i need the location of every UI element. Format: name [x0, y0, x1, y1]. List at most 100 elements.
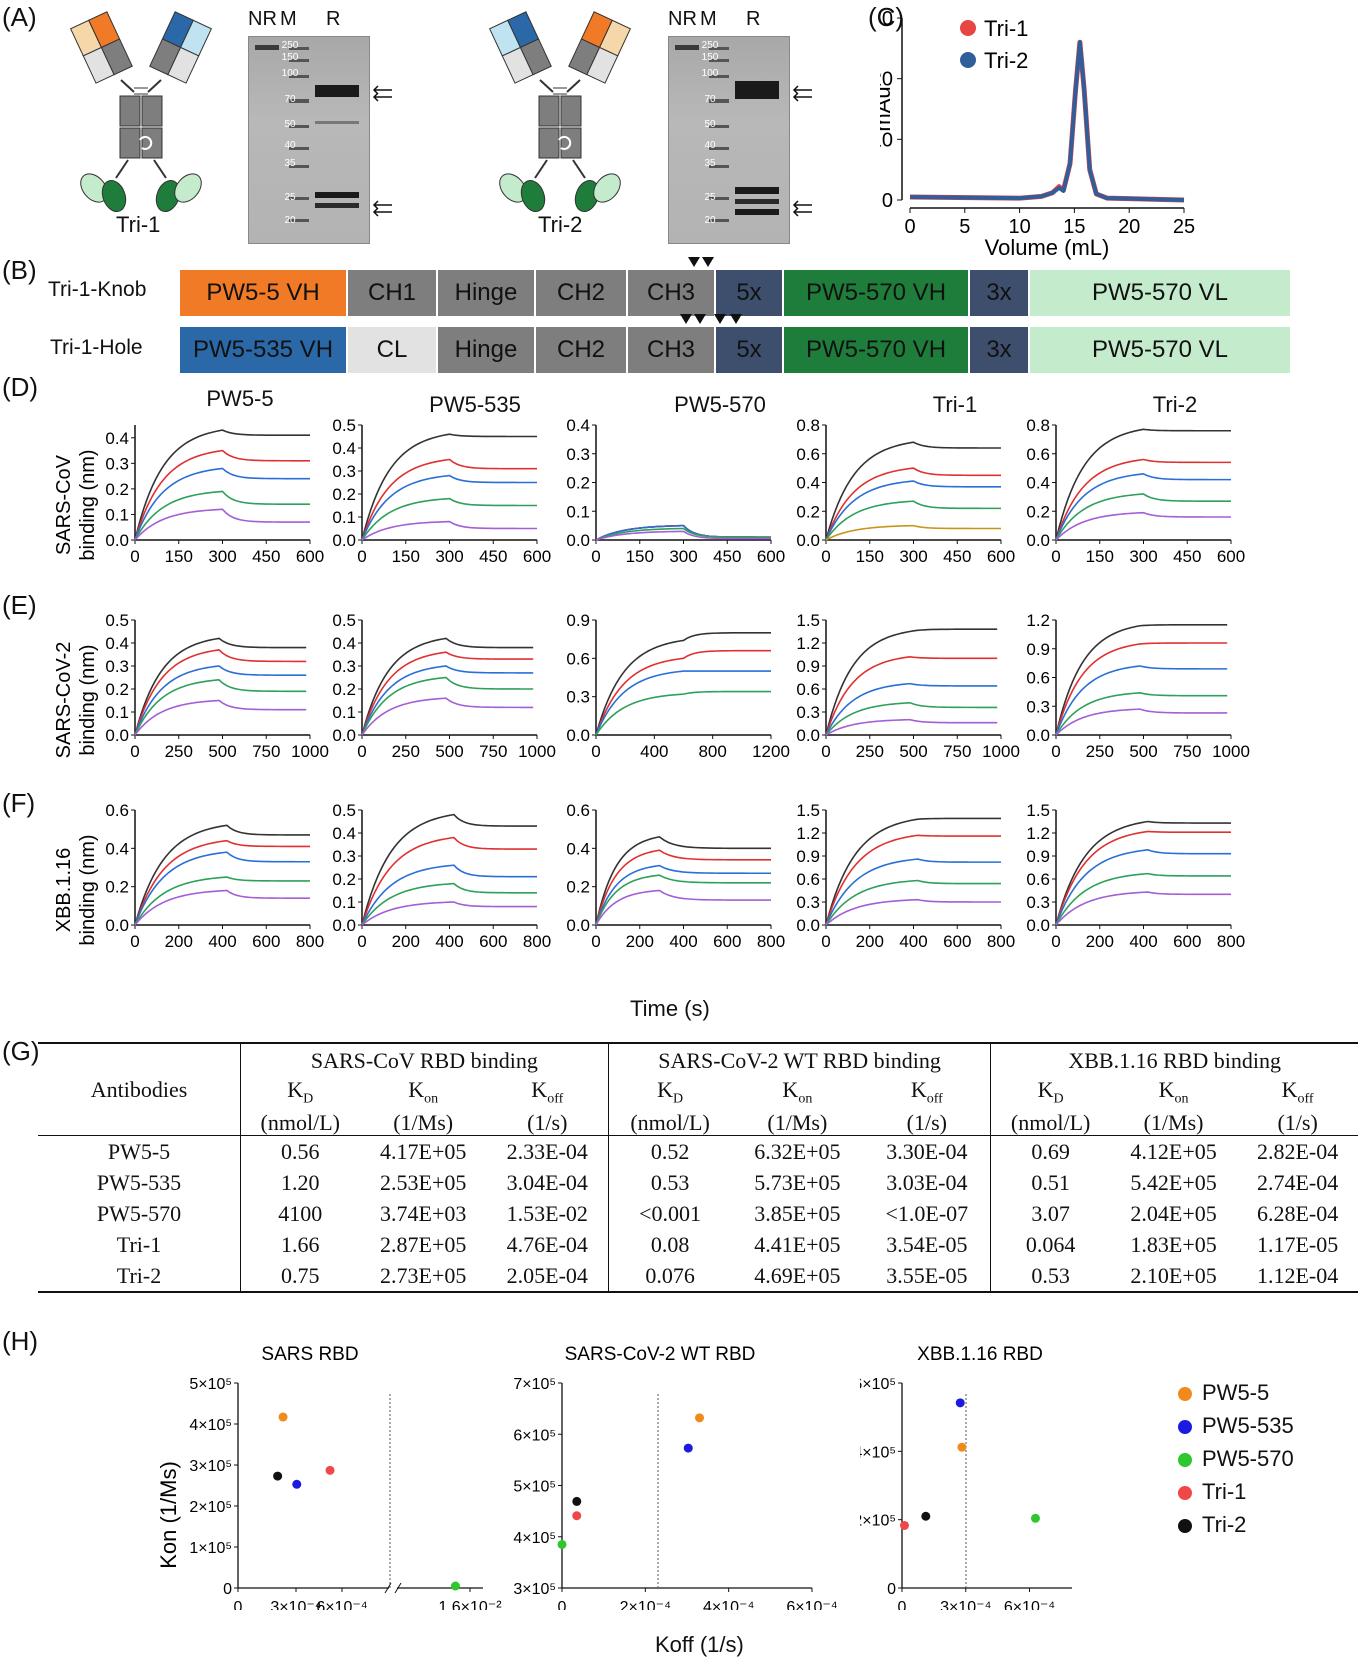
kinetic-value: 1.83E+05	[1130, 1231, 1217, 1257]
kinetic-value: 0.51	[1031, 1169, 1070, 1195]
bli-trace-4	[1055, 493, 1232, 541]
x-tick-label: 400	[435, 932, 463, 951]
legend-label: Tri-2	[984, 48, 1028, 73]
ladder-label: 50	[704, 119, 716, 130]
row-e-ylabel-1: SARS-CoV-2	[53, 642, 75, 759]
legend-dot	[1178, 1453, 1192, 1468]
kinetic-value: 0.53	[1031, 1262, 1070, 1288]
y-tick-label: 0.9	[1026, 640, 1050, 659]
x-tick-label: 0	[591, 932, 600, 951]
x-tick-label: 3×10⁻⁴	[940, 1599, 991, 1610]
bli-trace-1	[134, 824, 311, 926]
y-tick-label: 0.2	[332, 870, 356, 889]
domain-3x: 3x	[970, 327, 1030, 373]
kinetic-value: 2.87E+05	[380, 1231, 467, 1257]
legend-dot	[1178, 1420, 1192, 1435]
series-line-tri-1	[909, 39, 1185, 203]
y-tick-label: 0.3	[796, 893, 820, 912]
bli-chart-f-4: 0 200 400 600 800 0.0 0.3 0.6 0.9 1.2 1.5	[796, 801, 1015, 951]
kinetics-table: Antibodies SARS-CoV RBD binding SARS-CoV…	[38, 1042, 1358, 1293]
bli-trace-3	[825, 480, 1002, 541]
ladder-label: 100	[701, 68, 719, 79]
point-pw5-535	[292, 1479, 302, 1489]
kinetic-value: 1.53E-02	[486, 1198, 609, 1230]
x-tick-label: 0	[821, 547, 830, 566]
panel-label-g: (G)	[2, 1036, 40, 1066]
kinetic-value: 1.17E-05	[1256, 1231, 1339, 1257]
x-tick-label: 0	[357, 932, 366, 951]
ladder-label: 20	[284, 215, 296, 226]
x-tick-label: 0	[130, 932, 139, 951]
row-d-ylabel-1: SARS-CoV	[53, 454, 75, 555]
bli-trace-2	[595, 849, 772, 926]
bli-trace-4	[361, 497, 538, 541]
kinetic-value: 0.52	[650, 1138, 690, 1164]
bli-trace-4	[595, 527, 772, 541]
y-tick-label: 0.3	[332, 847, 356, 866]
y-tick-label: 0	[887, 1581, 896, 1598]
bli-trace-2	[825, 655, 998, 736]
x-tick-label: 15	[1063, 216, 1085, 238]
y-tick-label: 0.2	[105, 480, 129, 499]
x-tick-label: 300	[669, 547, 697, 566]
bli-trace-4	[361, 676, 534, 736]
x-tick-label: 800	[296, 932, 324, 951]
domain-pw5-570-vl: PW5-570 VL	[1030, 270, 1292, 316]
group-header-xbb: XBB.1.16 RBD binding	[1068, 1048, 1282, 1073]
bli-trace-4	[361, 882, 538, 926]
ladder-label: 250	[281, 40, 299, 51]
legend-item: PW5-535	[1178, 1413, 1294, 1439]
bli-trace-1	[361, 813, 538, 926]
kinetic-value: 1.66	[281, 1231, 320, 1257]
kon-koff-xbb: XBB.1.16 RBD 0 2×10⁵ 4×10⁵ 6×10⁵ 0 3×10⁻⁴ 6×10⁻…	[860, 1344, 1072, 1610]
bli-trace-1	[825, 628, 998, 736]
sub-header: Koff (1/s)	[863, 1078, 992, 1136]
y-tick-label: 3×10⁵	[189, 1458, 232, 1475]
panel-label-h: (H)	[2, 1326, 39, 1356]
x-tick-label: 600	[757, 547, 785, 566]
point-pw5-5	[278, 1412, 288, 1422]
x-tick-label: 150	[1086, 547, 1114, 566]
ladder-label: 35	[284, 158, 296, 169]
tri-1-schematic	[69, 11, 213, 212]
x-tick-label: 1200	[752, 742, 790, 761]
y-tick-label: 0.0	[332, 726, 356, 745]
ladder-label: 20	[704, 215, 716, 226]
y-tick-label: 0.0	[566, 726, 590, 745]
bli-trace-2	[1055, 642, 1228, 736]
point-tri-1	[899, 1520, 909, 1530]
bli-chart-f-1: 0 200 400 600 800 0.0 0.2 0.4 0.6	[105, 801, 324, 951]
kinetic-value: 4.41E+05	[754, 1231, 841, 1257]
kinetic-value: 3.85E+05	[754, 1200, 841, 1226]
domain-cl: CL	[348, 327, 438, 373]
y-tick-label: 0.2	[105, 878, 129, 897]
x-tick-label: 250	[165, 742, 193, 761]
x-tick-label: 450	[713, 547, 741, 566]
x-tick-label: 1000	[291, 742, 329, 761]
point-tri-1	[325, 1465, 335, 1475]
bli-trace-4	[825, 701, 998, 736]
bli-chart-f-2: 0 200 400 600 800 0.0 0.1 0.2 0.3 0.4 0.5	[332, 801, 551, 951]
sub-header: Koff (1/s)	[1277, 1077, 1318, 1136]
domain-pw5-535-vh: PW5-535 VH	[180, 327, 348, 373]
bli-title-4: Tri-1	[932, 392, 978, 417]
panel-label-d: (D)	[2, 372, 39, 402]
y-tick-label: 0.8	[1026, 416, 1050, 435]
table-row: PW5-570 4100 3.74E+03 1.53E-02 <0.001 3.85E+0…	[38, 1198, 1358, 1230]
x-tick-label: 150	[856, 547, 884, 566]
y-tick-label: 0	[882, 190, 893, 212]
y-tick-label: 0.5	[105, 611, 129, 630]
x-tick-label: 0	[130, 547, 139, 566]
kinetic-value: 3.04E-04	[486, 1167, 609, 1199]
bli-chart-d-3: 0 150 300 450 600 0.0 0.1 0.2 0.3 0.4	[566, 416, 785, 566]
y-tick-label: 0.4	[105, 634, 129, 653]
y-tick-label: 0.4	[796, 474, 820, 493]
legend-item: PW5-570	[1178, 1446, 1294, 1472]
kinetic-value: <1.0E-07	[863, 1198, 992, 1230]
domain-ch3: CH3	[628, 327, 716, 373]
kinetic-value: 0.53	[650, 1169, 690, 1195]
x-tick-label: 600	[943, 932, 971, 951]
hole-mutation-markers	[680, 314, 742, 324]
bli-chart-e-1: 0 250 500 750 1000 0.0 0.1 0.2 0.3 0.4 0.5	[105, 611, 329, 761]
x-tick-label: 0	[821, 742, 830, 761]
